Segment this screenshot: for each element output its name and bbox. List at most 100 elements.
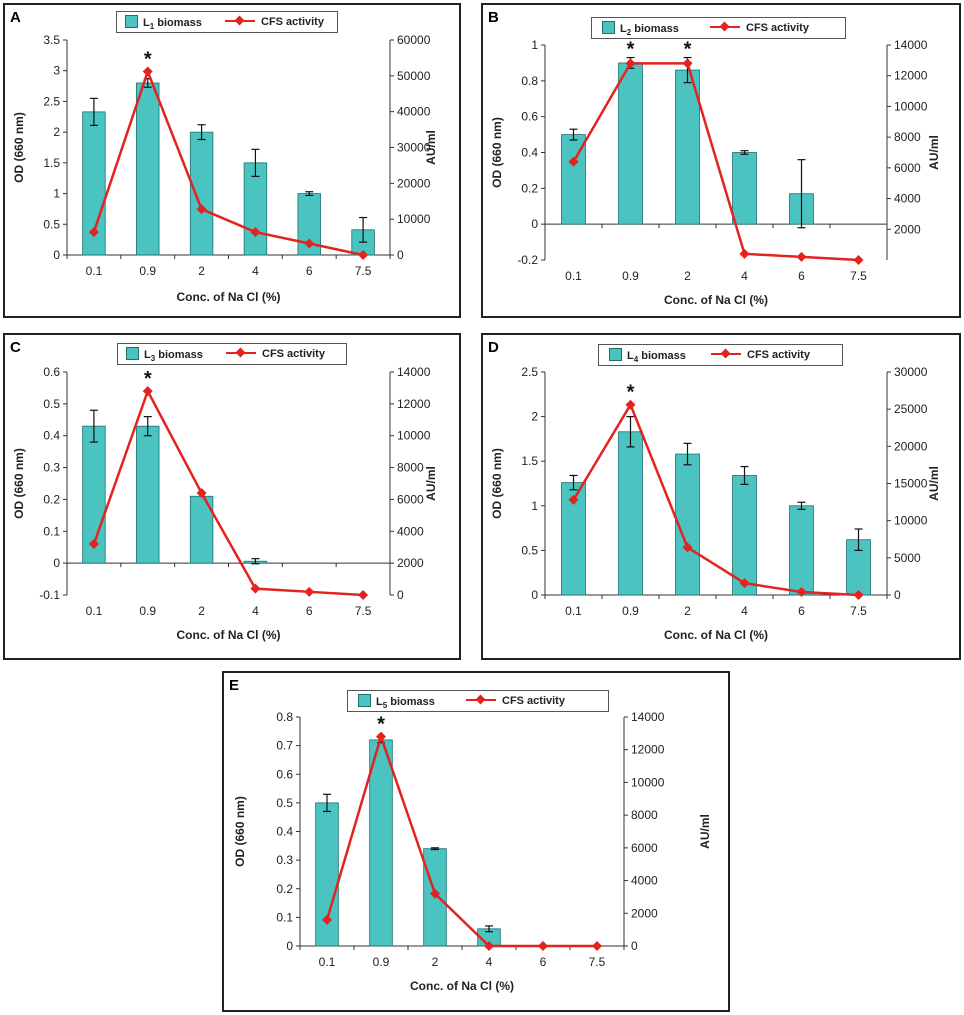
y-axis-title: OD (660 nm)	[12, 448, 26, 519]
cfs-activity-point	[853, 590, 864, 600]
y2-tick-label: 2000	[631, 906, 658, 920]
x-tick-label: 2	[684, 604, 691, 618]
cfs-activity-point	[142, 66, 153, 77]
y-tick-label: 3	[53, 64, 60, 78]
chart-svg: -0.200.20.40.60.812000400060008000100001…	[490, 38, 941, 307]
y2-tick-label: 6000	[397, 492, 424, 506]
y2-tick-label: 2000	[397, 556, 424, 570]
y2-tick-label: 12000	[631, 743, 665, 757]
panel-d: D L4 biomass CFS activity 0 0.5 1 1.5 2 2.5 0 5…	[481, 333, 961, 660]
bar	[732, 152, 757, 225]
y2-tick-label: 30000	[397, 141, 431, 155]
x-axis-title: Conc. of Na Cl (%)	[664, 628, 768, 642]
significance-star: *	[684, 39, 692, 61]
cfs-activity-point	[484, 941, 494, 951]
x-tick-label: 6	[798, 269, 805, 283]
panel-b: B L2 biomass CFS activity -0.2 0 0.2 0.4 0.6…	[481, 3, 961, 318]
y-tick-label: 0.3	[43, 461, 60, 475]
legend-cfs-activity: CFS activity	[711, 348, 810, 362]
chart-legend: L3 biomass CFS activity	[117, 343, 347, 365]
cfs-activity-point	[250, 227, 261, 238]
cfs-activity-point	[196, 204, 207, 215]
y-tick-label: 0.6	[276, 767, 293, 781]
y2-tick-label: 6000	[631, 841, 658, 855]
cfs-activity-point	[358, 590, 369, 600]
legend-biomass: L5 biomass	[358, 694, 435, 713]
cfs-activity-line	[92, 67, 364, 257]
y2-tick-label: 2000	[894, 222, 921, 236]
bar	[189, 131, 214, 256]
y2-tick-label: 8000	[631, 808, 658, 822]
y2-axis-title: AU/ml	[424, 130, 438, 165]
cfs-activity-line	[92, 388, 364, 597]
chart-legend: L1 biomass CFS activity	[116, 11, 338, 33]
cfs-activity-point	[625, 399, 636, 410]
panel-letter: D	[488, 339, 499, 356]
y-tick-label: 0.5	[521, 543, 538, 557]
bar	[618, 431, 643, 596]
legend-line-swatch	[711, 348, 741, 360]
x-tick-label: 0.1	[86, 604, 103, 618]
cfs-activity-point	[250, 583, 261, 594]
panel-e: E L5 biomass CFS activity 0 0.1 0.2 0.3 0.4 0…	[222, 671, 730, 1012]
x-tick-label: 4	[741, 604, 748, 618]
y-tick-label: 0.5	[43, 217, 60, 231]
y-axis-title: OD (660 nm)	[490, 117, 504, 188]
legend-bar-swatch	[602, 21, 615, 34]
y2-tick-label: 6000	[894, 161, 921, 175]
y2-tick-label: 4000	[631, 874, 658, 888]
legend-bar-swatch	[609, 348, 622, 361]
x-axis-title: Conc. of Na Cl (%)	[664, 293, 768, 307]
y2-tick-label: 10000	[631, 775, 665, 789]
y-tick-label: 0.5	[276, 796, 293, 810]
x-tick-label: 2	[432, 955, 439, 969]
y-tick-label: 0	[53, 556, 60, 570]
y2-axis-title: AU/ml	[698, 814, 712, 849]
x-tick-label: 7.5	[355, 264, 372, 278]
x-tick-label: 2	[198, 604, 205, 618]
y2-tick-label: 8000	[894, 130, 921, 144]
x-tick-label: 6	[798, 604, 805, 618]
y-tick-label: 0.3	[276, 853, 293, 867]
cfs-activity-point	[322, 914, 332, 925]
cfs-activity-line	[572, 62, 859, 262]
y2-tick-label: 30000	[894, 365, 928, 379]
bar	[369, 739, 393, 947]
y-tick-label: 0	[531, 588, 538, 602]
cfs-activity-point	[430, 888, 440, 899]
bar	[789, 505, 814, 596]
y-tick-label: 0.6	[521, 110, 538, 124]
x-tick-label: 2	[198, 264, 205, 278]
chart-legend: L2 biomass CFS activity	[591, 17, 846, 39]
y-tick-label: 1	[53, 187, 60, 201]
y-tick-label: -0.1	[39, 588, 60, 602]
chart-svg: 0 0.1 0.2 0.3 0.4 0.5 0.6 0.7 0.8 0 2000 4000 6000 80…	[233, 710, 712, 993]
y-tick-label: 2.5	[43, 94, 60, 108]
y2-tick-label: 50000	[397, 69, 431, 83]
x-tick-label: 0.9	[139, 604, 156, 618]
legend-line-swatch	[225, 15, 255, 27]
x-tick-label: 6	[306, 264, 313, 278]
legend-cfs-activity: CFS activity	[710, 21, 809, 35]
bar	[136, 425, 160, 564]
cfs-activity-point	[88, 227, 99, 238]
y-axis-title: OD (660 nm)	[490, 448, 504, 519]
significance-star: *	[377, 714, 385, 736]
cfs-activity-point	[376, 731, 386, 742]
x-tick-label: 4	[252, 264, 259, 278]
panel-c: C L3 biomass CFS activity -0.1 0 0.1 0.2 0.3…	[3, 333, 461, 660]
x-tick-label: 6	[540, 955, 547, 969]
cfs-activity-point	[358, 250, 369, 260]
panel-a: A L1 biomass CFS activity 0 0.5 1 1.5 2 2.5 3 3…	[3, 3, 461, 318]
y-tick-label: 0.8	[276, 710, 293, 724]
cfs-activity-point	[739, 248, 750, 259]
bar	[136, 82, 160, 256]
significance-star: *	[144, 368, 152, 390]
cfs-activity-point	[568, 156, 579, 167]
y-tick-label: 1.5	[521, 454, 538, 468]
x-tick-label: 0.9	[373, 955, 390, 969]
y-axis-title: OD (660 nm)	[12, 112, 26, 183]
significance-star: *	[144, 49, 152, 71]
cfs-activity-point	[142, 386, 153, 397]
legend-line-swatch	[226, 347, 256, 359]
